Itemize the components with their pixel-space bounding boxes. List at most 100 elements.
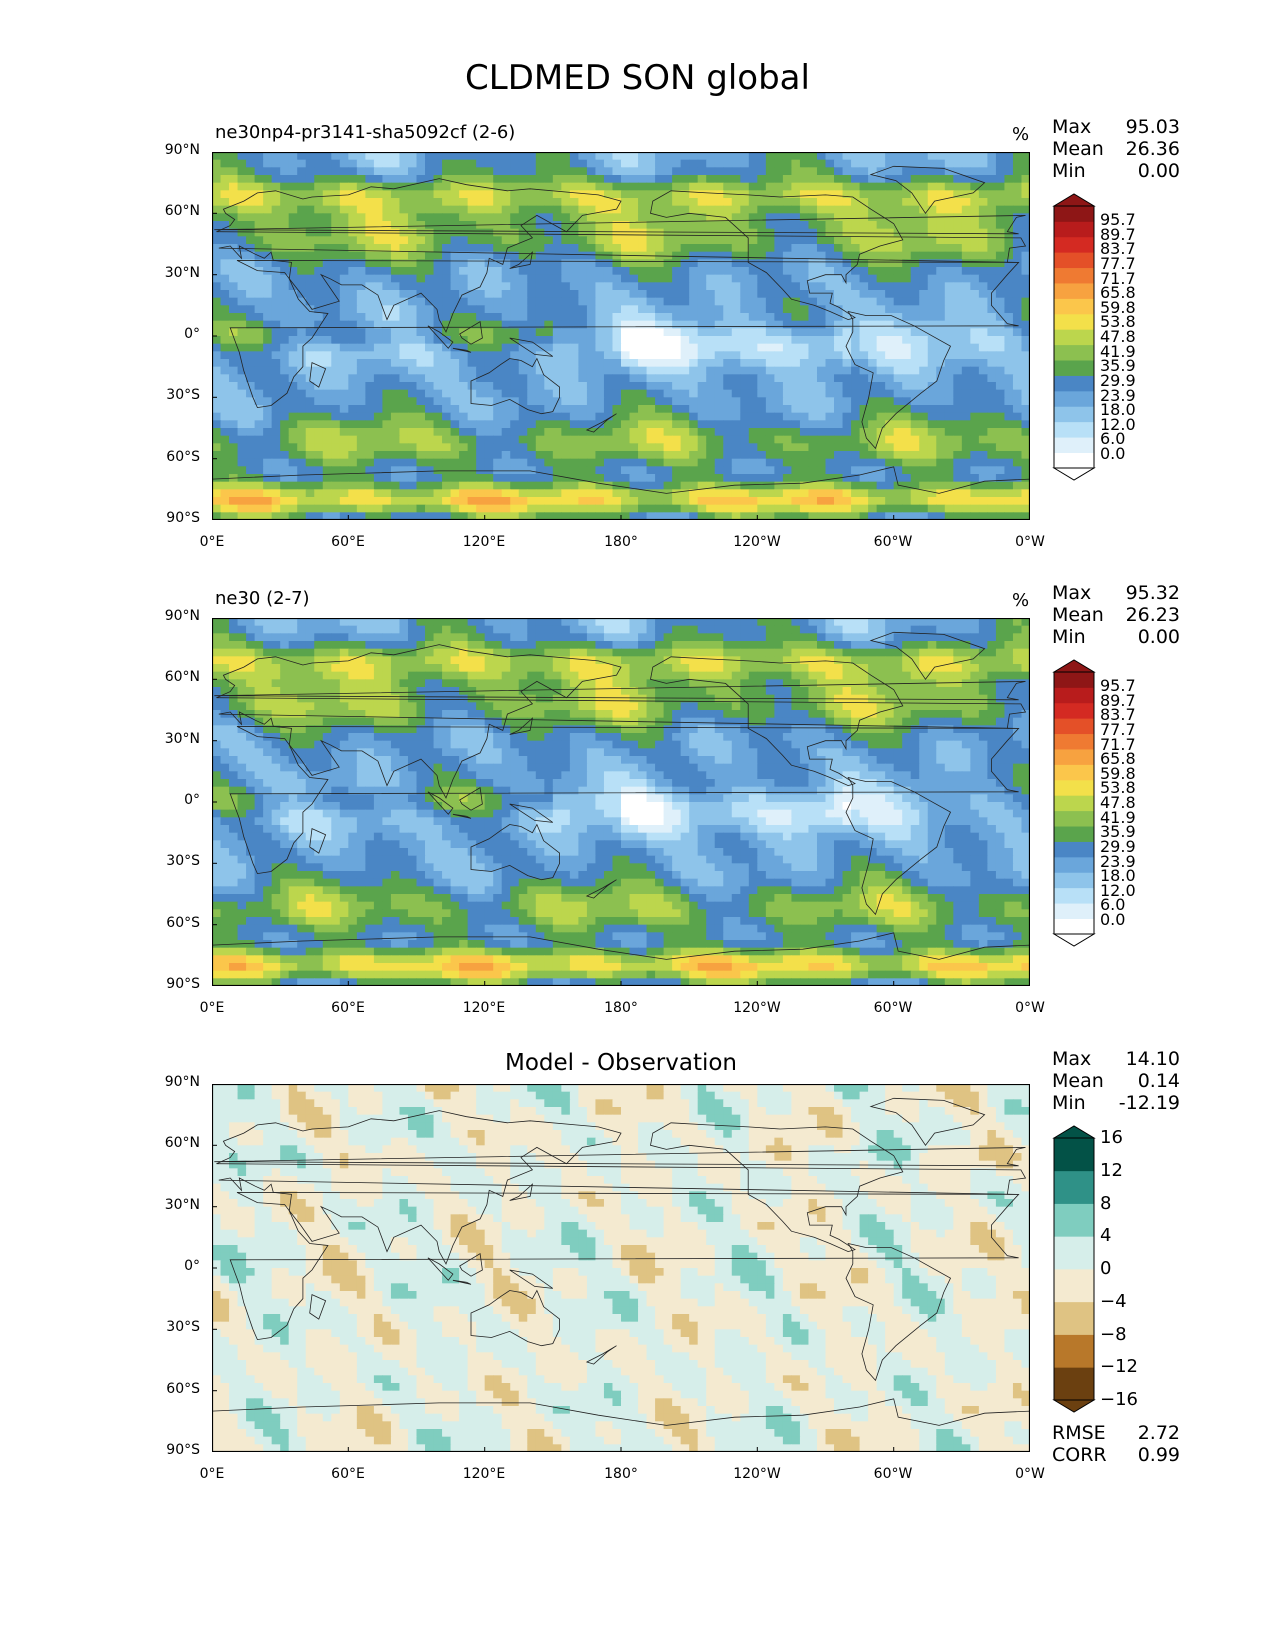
map-cell (595, 267, 605, 276)
map-cell (518, 412, 528, 421)
map-cell (970, 167, 980, 176)
map-cell (229, 213, 239, 222)
map-cell (407, 228, 418, 237)
map-cell (672, 236, 682, 245)
map-cell (467, 489, 477, 498)
map-cell (1021, 305, 1030, 314)
map-cell (961, 397, 971, 406)
map-cell (655, 481, 665, 490)
map-cell (842, 443, 852, 452)
map-cell (791, 328, 801, 337)
map-cell (305, 497, 315, 506)
map-cell (339, 351, 349, 360)
map-cell (314, 259, 324, 268)
map-cell (791, 397, 801, 406)
map-cell (254, 389, 264, 398)
map-cell (629, 366, 639, 375)
map-cell (706, 305, 716, 314)
map-cell (765, 198, 775, 207)
map-cell (629, 481, 639, 490)
map-cell (1012, 228, 1023, 237)
map-cell (407, 497, 418, 506)
map-cell (902, 412, 912, 421)
map-cell (382, 504, 392, 513)
map-cell (697, 405, 707, 414)
map-cell (714, 374, 724, 383)
map-cell (365, 313, 375, 322)
map-cell (936, 435, 946, 444)
map-cell (1012, 328, 1023, 337)
map-cell (476, 625, 486, 634)
map-cell (561, 282, 571, 291)
map-cell (305, 175, 315, 184)
map-cell (842, 221, 852, 230)
map-cell (373, 251, 384, 260)
map-cell (569, 267, 579, 276)
map-cell (450, 512, 460, 520)
map-cell (586, 274, 597, 283)
map-cell (646, 504, 656, 513)
map-cell (927, 366, 937, 375)
map-cell (322, 428, 332, 437)
map-cell (322, 313, 332, 322)
map-cell (612, 435, 622, 444)
map-cell (229, 451, 239, 460)
map-cell (595, 159, 605, 168)
map-cell (765, 397, 775, 406)
map-cell (629, 190, 639, 199)
map-cell (578, 198, 588, 207)
map-cell (407, 443, 418, 452)
map-cell (757, 175, 767, 184)
map-cell (859, 458, 869, 467)
map-cell (893, 236, 903, 245)
map-cell (510, 504, 520, 513)
map-cell (978, 428, 988, 437)
map-cell (535, 397, 545, 406)
map-cell (288, 489, 298, 498)
colorbar-segment (1054, 206, 1094, 222)
map-cell (382, 159, 392, 168)
map-cell (339, 451, 349, 460)
map-cell (1012, 405, 1023, 414)
map-cell (459, 190, 469, 199)
map-cell (1021, 336, 1030, 345)
map-cell (799, 420, 810, 429)
map-cell (714, 351, 724, 360)
map-cell (535, 443, 545, 452)
map-cell (1004, 405, 1014, 414)
map-cell (953, 190, 963, 199)
map-cell (944, 481, 954, 490)
map-cell (552, 221, 562, 230)
map-cell (842, 389, 852, 398)
map-cell (757, 443, 767, 452)
map-cell (484, 290, 494, 299)
map-cell (595, 374, 605, 383)
map-cell (561, 504, 571, 513)
map-cell (680, 182, 690, 191)
map-cell (476, 152, 486, 161)
map-cell (740, 336, 750, 345)
map-cell (876, 297, 886, 306)
map-cell (1012, 625, 1023, 634)
map-cell (237, 190, 247, 199)
map-cell (510, 405, 520, 414)
map-cell (816, 236, 827, 245)
map-cell (280, 497, 290, 506)
map-cell (1021, 618, 1030, 627)
map-cell (493, 313, 503, 322)
map-cell (799, 382, 810, 391)
map-cell (314, 305, 324, 314)
map-cell (944, 267, 954, 276)
map-cell (569, 405, 579, 414)
map-cell (297, 481, 307, 490)
map-cell (842, 420, 852, 429)
map-cell (229, 428, 239, 437)
map-cell (356, 190, 366, 199)
map-cell (425, 474, 435, 483)
map-cell (518, 244, 528, 253)
map-cell (689, 221, 699, 230)
map-cell (825, 244, 835, 253)
map-cell (535, 504, 545, 513)
map-cell (995, 512, 1006, 520)
map-cell (638, 389, 648, 398)
